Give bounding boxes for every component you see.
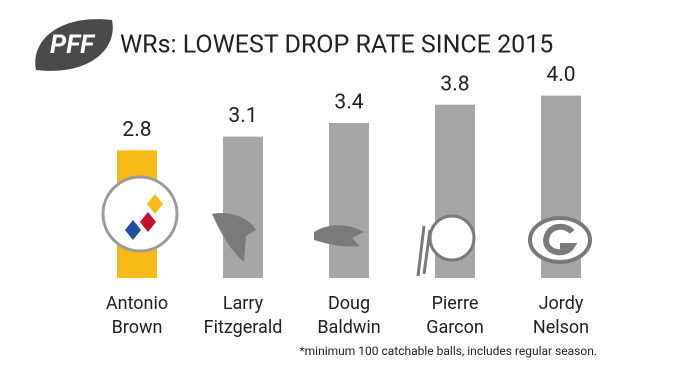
bars <box>117 95 581 279</box>
seahawks-logo <box>314 225 364 247</box>
category-label: Jordy Nelson <box>532 293 590 338</box>
category-label: Doug Baldwin <box>317 293 381 338</box>
cardinals-logo <box>212 212 256 262</box>
hypocycloid <box>147 194 163 214</box>
chart-title: WRs: LOWEST DROP RATE SINCE 2015 <box>120 31 553 60</box>
category-label: Larry Fitzgerald <box>203 293 283 338</box>
value-label: 3.4 <box>334 91 363 115</box>
value-label: 2.8 <box>122 118 151 142</box>
category-label: Pierre Garcon <box>426 293 484 338</box>
bar <box>329 122 369 279</box>
footnote: *minimum 100 catchable balls, includes r… <box>299 344 597 358</box>
logo-text: PFF <box>50 30 96 60</box>
packers-logo <box>528 216 592 264</box>
packers-g <box>542 223 578 256</box>
value-label: 4.0 <box>546 63 575 87</box>
value-label: 3.1 <box>228 104 257 128</box>
brand-logo: PFF <box>35 19 113 71</box>
logo-ball <box>35 19 113 71</box>
steelers-logo <box>101 175 179 253</box>
redskins-logo <box>428 214 476 262</box>
hypocycloid <box>140 212 156 232</box>
feathers <box>416 225 432 277</box>
hypocycloid <box>125 220 141 240</box>
team-logos <box>101 175 592 277</box>
category-label: Antonio Brown <box>105 293 169 338</box>
value-label: 3.8 <box>440 72 469 96</box>
